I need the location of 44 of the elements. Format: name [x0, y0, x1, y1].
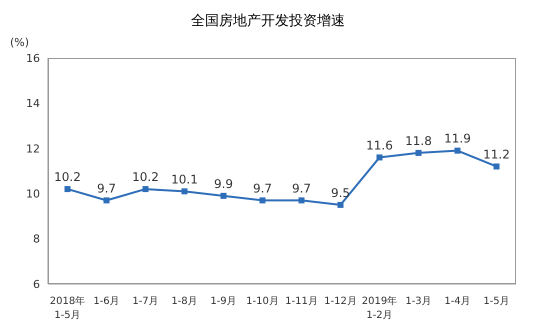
y-tick-label: 8 — [33, 232, 40, 246]
x-tick-label: 1-3月 — [405, 296, 432, 307]
data-label: 10.1 — [171, 172, 198, 186]
x-tick-label: 1-9月 — [210, 296, 237, 307]
x-tick-label: 1-11月 — [285, 296, 318, 307]
point — [64, 186, 70, 192]
x-tick-label: 2018年 1-5月 — [50, 295, 86, 321]
data-label: 11.2 — [483, 147, 510, 162]
data-label: 9.9 — [214, 176, 234, 191]
data-label: 9.7 — [96, 181, 116, 196]
data-label: 11.9 — [444, 132, 471, 146]
point — [454, 148, 460, 154]
point — [338, 202, 344, 208]
x-tick-label: 1-10月 — [246, 296, 279, 307]
x-tick-label: 1-12月 — [324, 296, 357, 307]
y-tick-label: 12 — [26, 142, 40, 156]
point — [220, 192, 226, 199]
data-label: 10.2 — [54, 170, 81, 184]
data-label: 11.8 — [405, 134, 432, 148]
point — [182, 188, 188, 194]
data-label: 9.7 — [292, 181, 312, 196]
x-tick-label: 1-4月 — [444, 296, 471, 307]
y-axis-title: (%) — [10, 36, 30, 49]
point — [260, 197, 266, 204]
y-tick-label: 14 — [26, 97, 40, 110]
x-tick-label: 1-7月 — [132, 296, 159, 307]
data-label: 11.6 — [366, 138, 393, 152]
data-label: 9.5 — [330, 186, 350, 200]
x-tick-label: 1-8月 — [171, 296, 198, 307]
x-tick-label: 1-6月 — [93, 296, 120, 307]
point — [104, 197, 110, 204]
point — [298, 197, 304, 204]
data-label: 9.7 — [252, 181, 272, 196]
point — [376, 154, 382, 160]
x-tick-label: 1-5月 — [483, 296, 510, 307]
y-tick-label: 6 — [33, 278, 40, 291]
y-tick-label: 10 — [26, 188, 40, 201]
data-label: 10.2 — [132, 170, 159, 184]
y-tick-label: 16 — [26, 52, 40, 65]
chart-title: 全国房地产开发投资增速 — [190, 12, 346, 30]
point — [416, 150, 422, 156]
point — [142, 186, 148, 192]
x-tick-label: 2019年 1-2月 — [362, 295, 398, 321]
point — [494, 163, 500, 170]
